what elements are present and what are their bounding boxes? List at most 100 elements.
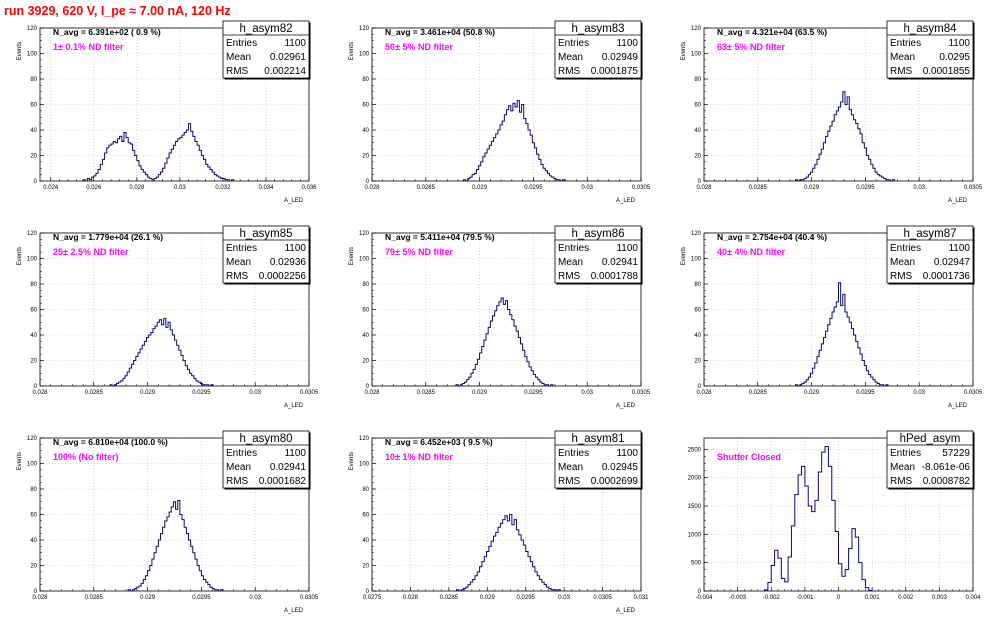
n-avg-label: N_avg = 6.391e+02 ( 0.9 %) bbox=[53, 27, 161, 37]
histogram-panel: 0.028 0.0285 0.029 0.0295 0.03 0.0305 0 20 40 60 8… bbox=[677, 20, 996, 221]
x-axis-label: A_LED bbox=[616, 608, 636, 614]
x-axis-label-text: A_LED bbox=[616, 608, 636, 614]
y-tick-label: 20 bbox=[30, 359, 37, 365]
y-tick-label: 40 bbox=[30, 538, 37, 544]
y-tick-label: 500 bbox=[691, 561, 702, 567]
y-tick-label: 100 bbox=[691, 52, 702, 58]
x-tick-label: 0.028 bbox=[364, 390, 380, 396]
x-tick-label: 0.028 bbox=[403, 595, 419, 601]
y-axis-label: Events bbox=[349, 452, 355, 470]
stat-mean-value: 0.02936 bbox=[270, 257, 307, 268]
y-tick-label: 120 bbox=[691, 26, 702, 32]
y-tick-label: 0 bbox=[366, 589, 370, 595]
y-tick-label: 0 bbox=[698, 589, 702, 595]
y-tick-label: 1000 bbox=[688, 532, 702, 538]
y-tick-label: 80 bbox=[362, 282, 369, 288]
x-tick-label: 0.002 bbox=[898, 595, 914, 601]
stats-box: h_asym82 Entries 1100 Mean 0.02961 RMS 0.00221… bbox=[222, 20, 311, 80]
y-tick-label: 60 bbox=[362, 308, 369, 314]
x-tick-label: 0.028 bbox=[129, 185, 145, 191]
stat-entries-value: 1100 bbox=[616, 38, 638, 49]
x-tick-label: 0.0305 bbox=[964, 185, 983, 191]
x-tick-label: 0.03 bbox=[249, 595, 261, 601]
filter-annotation: 79± 5% ND filter bbox=[385, 247, 453, 257]
x-tick-label: 0.0305 bbox=[300, 390, 319, 396]
histogram-panel: 0.024 0.026 0.028 0.03 0.032 0.034 0.036 0 20 40 6… bbox=[13, 20, 336, 221]
x-tick-label: 0.0285 bbox=[417, 390, 436, 396]
stats-box: h_asym86 Entries 1100 Mean 0.02941 RMS 0.00017… bbox=[554, 225, 643, 285]
stat-mean-value: 0.02947 bbox=[934, 257, 971, 268]
stat-entries-value: 1100 bbox=[284, 38, 306, 49]
stats-box-frame bbox=[554, 20, 642, 79]
histogram-panel: 0.028 0.0285 0.029 0.0295 0.03 0.0305 0 20 40 60 8… bbox=[13, 225, 336, 426]
x-tick-label: 0.001 bbox=[865, 595, 881, 601]
stat-entries-label: Entries bbox=[890, 243, 921, 254]
y-tick-label: 40 bbox=[362, 538, 369, 544]
x-tick-label: -0.002 bbox=[763, 595, 781, 601]
stat-entries-value: 1100 bbox=[284, 243, 306, 254]
stat-mean-value: 0.02945 bbox=[602, 462, 639, 473]
stat-mean-value: 0.02941 bbox=[602, 257, 639, 268]
y-tick-label: 100 bbox=[359, 462, 370, 468]
x-tick-label: 0.029 bbox=[804, 390, 820, 396]
y-tick-label: 20 bbox=[362, 564, 369, 570]
stats-box: h_asym83 Entries 1100 Mean 0.02949 RMS 0.00018… bbox=[554, 20, 643, 80]
x-tick-label: 0.03 bbox=[558, 595, 570, 601]
y-tick-label: 80 bbox=[30, 77, 37, 83]
x-tick-label: 0.03 bbox=[174, 185, 186, 191]
y-tick-label: 20 bbox=[30, 154, 37, 160]
stats-box: h_asym81 Entries 1100 Mean 0.02945 RMS 0.00026… bbox=[554, 430, 643, 490]
stat-mean-label: Mean bbox=[890, 52, 915, 63]
x-axis-label: A_LED bbox=[284, 608, 304, 614]
stats-box: h_asym87 Entries 1100 Mean 0.02947 RMS 0.00017… bbox=[886, 225, 975, 285]
y-tick-label: 80 bbox=[30, 282, 37, 288]
y-tick-label: 0 bbox=[34, 179, 38, 185]
y-tick-label: 100 bbox=[27, 462, 38, 468]
histogram-line bbox=[456, 514, 561, 592]
y-axis-label: Events bbox=[17, 452, 23, 470]
x-tick-label: 0.03 bbox=[581, 185, 593, 191]
stat-entries-label: Entries bbox=[558, 243, 589, 254]
filter-annotation: Shutter Closed bbox=[717, 452, 781, 462]
stat-rms-value: 0.0001682 bbox=[259, 476, 307, 487]
x-tick-label: 0.026 bbox=[86, 185, 102, 191]
histogram-name: h_asym85 bbox=[239, 228, 292, 240]
x-axis-label-text: A_LED bbox=[948, 198, 968, 204]
stat-mean-label: Mean bbox=[226, 462, 251, 473]
stat-rms-label: RMS bbox=[226, 271, 249, 282]
y-tick-label: 40 bbox=[30, 128, 37, 134]
stat-rms-value: 0.0001788 bbox=[591, 271, 639, 282]
stat-mean-value: 0.02961 bbox=[270, 52, 307, 63]
x-tick-label: 0.03 bbox=[249, 390, 261, 396]
x-tick-label: 0.028 bbox=[696, 185, 712, 191]
stat-mean-label: Mean bbox=[890, 462, 915, 473]
histogram-line bbox=[794, 91, 895, 182]
stat-rms-value: 0.0002699 bbox=[591, 476, 639, 487]
stat-mean-value: -8.061e-06 bbox=[922, 462, 971, 473]
y-tick-label: 0 bbox=[698, 179, 702, 185]
histogram-panel: 0.028 0.0285 0.029 0.0295 0.03 0.0305 0 20 40 60 8… bbox=[13, 430, 336, 622]
y-tick-label: 20 bbox=[362, 154, 369, 160]
filter-annotation: 50± 5% ND filter bbox=[385, 42, 453, 52]
x-tick-label: 0.0295 bbox=[524, 185, 543, 191]
histogram-panel: 0.028 0.0285 0.029 0.0295 0.03 0.0305 0 20 40 60 8… bbox=[677, 225, 996, 426]
stat-rms-value: 0.0001736 bbox=[923, 271, 971, 282]
y-tick-label: 20 bbox=[694, 359, 701, 365]
histogram-line bbox=[127, 499, 224, 592]
n-avg-label: N_avg = 4.321e+04 (63.5 %) bbox=[717, 27, 827, 37]
y-tick-label: 100 bbox=[359, 257, 370, 263]
x-tick-label: 0.0295 bbox=[517, 595, 536, 601]
stat-rms-value: 0.0001875 bbox=[591, 66, 639, 77]
y-tick-label: 20 bbox=[30, 564, 37, 570]
y-tick-label: 0 bbox=[366, 384, 370, 390]
x-tick-label: 0.03 bbox=[913, 390, 925, 396]
x-tick-label: 0.03 bbox=[913, 185, 925, 191]
stat-mean-value: 0.0295 bbox=[939, 52, 970, 63]
stat-entries-label: Entries bbox=[558, 38, 589, 49]
y-tick-label: 80 bbox=[30, 487, 37, 493]
x-axis-label-text: A_LED bbox=[616, 403, 636, 409]
x-tick-label: 0.0285 bbox=[749, 185, 768, 191]
stat-mean-label: Mean bbox=[226, 52, 251, 63]
histogram-name: h_asym80 bbox=[239, 433, 292, 445]
stat-rms-label: RMS bbox=[890, 476, 913, 487]
